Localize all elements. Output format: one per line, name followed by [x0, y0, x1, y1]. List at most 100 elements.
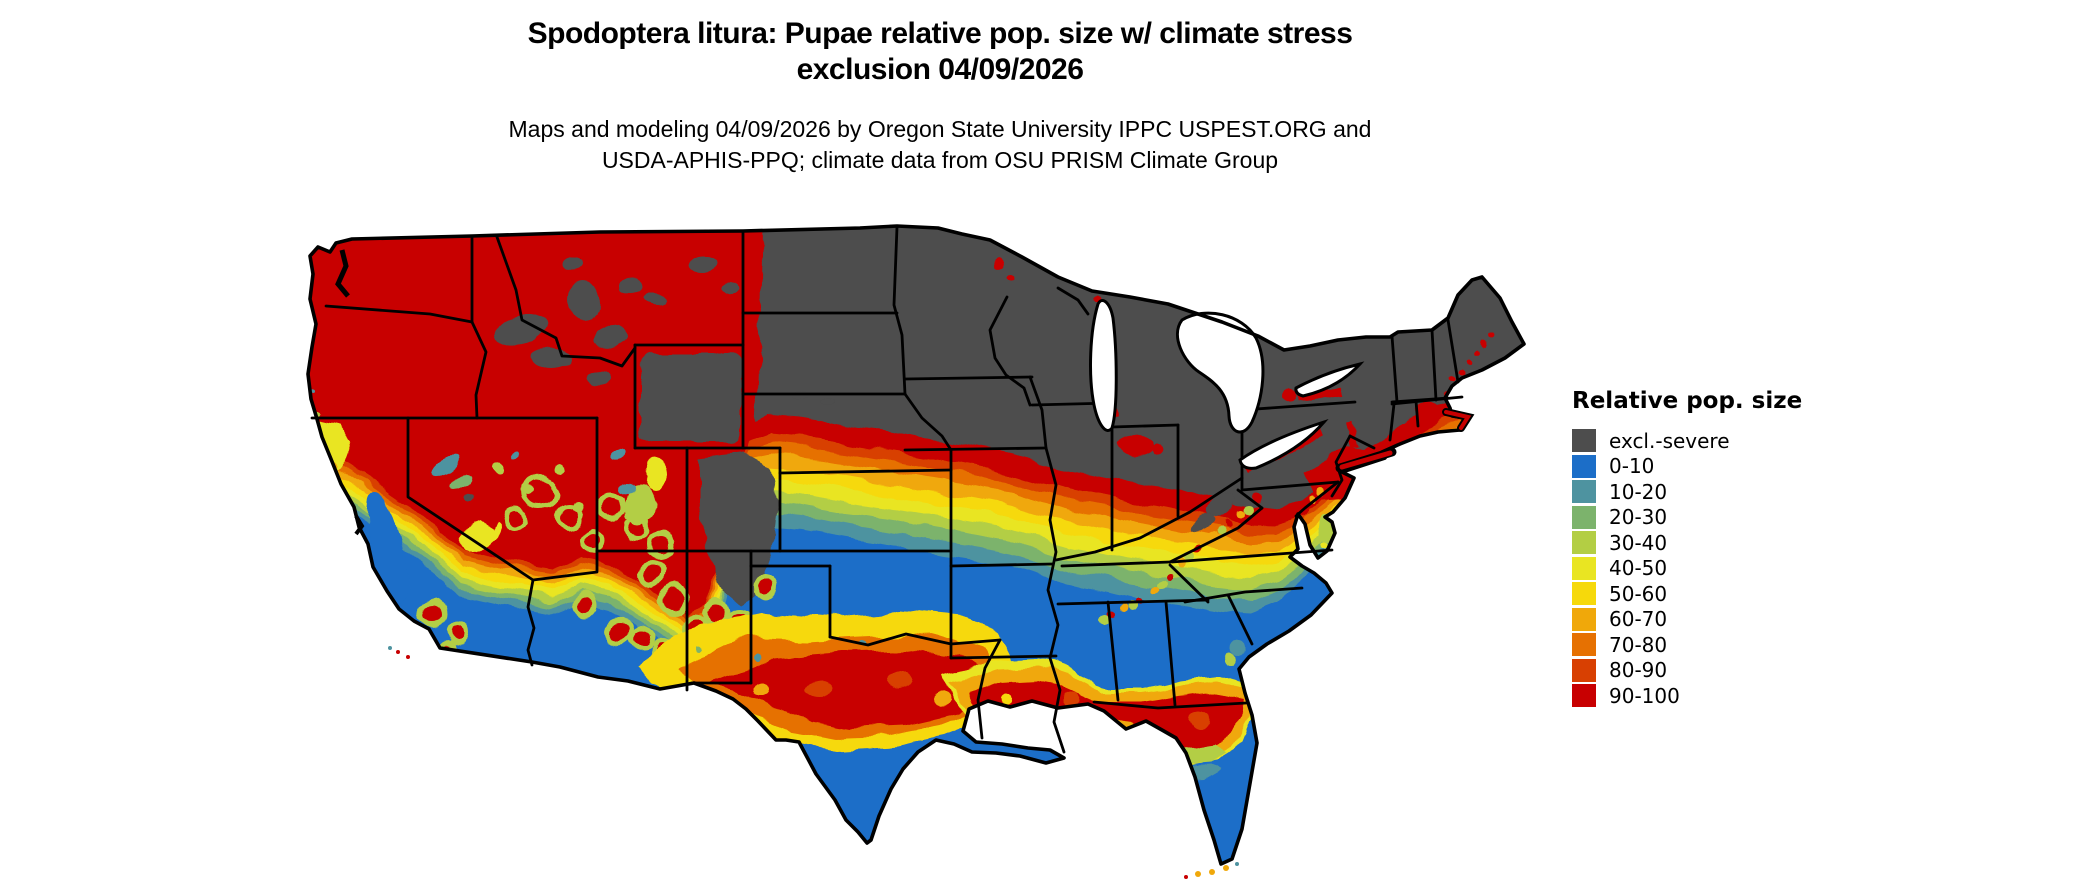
- nv-speck: [511, 451, 519, 459]
- florida-keys: [1209, 869, 1215, 875]
- zone-sierra-crest: [449, 474, 471, 490]
- legend-title: Relative pop. size: [1572, 388, 1803, 414]
- legend-entry: 0-10: [1572, 454, 1872, 478]
- legend-entry: 80-90: [1572, 658, 1872, 682]
- channel-islands: [388, 646, 392, 650]
- legend: Relative pop. size excl.-severe 0-10 10-20…: [1572, 388, 1872, 710]
- zone-layers: [308, 226, 1524, 782]
- zone-maine-coast-specks: [1444, 333, 1495, 399]
- legend-swatch: [1572, 658, 1596, 682]
- legend-entry: 60-70: [1572, 607, 1872, 631]
- florida-keys: [1235, 862, 1239, 866]
- florida-keys: [1184, 875, 1188, 879]
- legend-entry: 30-40: [1572, 531, 1872, 554]
- zone-south-michigan: [1154, 444, 1166, 456]
- legend-swatch: [1572, 454, 1596, 478]
- zone-montana-excl: [569, 281, 599, 323]
- great-salt-lake-area: [609, 446, 627, 458]
- zone-montana-excl: [645, 293, 665, 307]
- puget-sound: [335, 249, 350, 298]
- legend-entry: 10-20: [1572, 480, 1872, 503]
- zone-sierra-crest: [430, 454, 460, 476]
- florida-keys: [1195, 871, 1201, 877]
- legend-swatch: [1572, 607, 1596, 631]
- zone-montana-excl: [593, 324, 627, 348]
- cape-cod: [1444, 410, 1472, 430]
- lake-erie: [1238, 418, 1329, 470]
- zone-gulf-core: [1190, 710, 1210, 730]
- zone-badlands-excl: [821, 398, 835, 406]
- zone-duluth-speck: [995, 257, 1005, 267]
- san-francisco-bay: [354, 514, 365, 536]
- us-map-svg: [306, 224, 1526, 879]
- legend-swatch: [1572, 505, 1596, 529]
- zone-texas-core: [752, 682, 768, 698]
- legend-label: 90-100: [1609, 683, 1680, 708]
- zone-texas-core: [712, 650, 988, 728]
- nv-speck: [525, 485, 535, 495]
- zone-wv-excl: [1207, 494, 1237, 518]
- legend-entries: excl.-severe 0-10 10-20 20-30 30-40 40-50 50-6…: [1572, 429, 1872, 707]
- zone-utah-mid: [643, 459, 667, 491]
- legend-entry: 70-80: [1572, 633, 1872, 656]
- zone-south-michigan: [1116, 435, 1156, 457]
- nv-speck: [494, 464, 506, 476]
- channel-islands: [406, 655, 410, 659]
- zone-idaho-excl: [532, 345, 572, 367]
- zone-idaho-excl: [588, 372, 612, 388]
- zone-badlands-excl: [791, 391, 809, 401]
- legend-swatch: [1572, 556, 1596, 580]
- zone-savannah: [1232, 642, 1248, 658]
- title-line-2: exclusion 04/09/2026: [796, 53, 1084, 86]
- title-line-1: Spodoptera litura: Pupae relative pop. s…: [527, 17, 1353, 50]
- zone-utah-mid: [620, 483, 636, 493]
- zone-savannah: [1224, 654, 1236, 666]
- legend-swatch: [1572, 633, 1596, 656]
- legend-entry: 90-100: [1572, 684, 1872, 707]
- legend-swatch: [1572, 531, 1596, 554]
- coast-speck: [313, 428, 317, 432]
- zone-hudson-valley: [1349, 419, 1361, 449]
- legend-swatch: [1572, 480, 1596, 503]
- zone-central-valley: [369, 491, 407, 605]
- appalachian-halos: [1101, 503, 1253, 625]
- legend-label: 70-80: [1609, 632, 1668, 657]
- zone-montana-excl: [617, 277, 643, 295]
- channel-islands: [396, 650, 400, 654]
- zone-montana-excl: [563, 255, 585, 269]
- tx-speck: [697, 647, 703, 653]
- legend-swatch: [1572, 429, 1596, 452]
- legend-label: 20-30: [1609, 505, 1668, 529]
- zone-duluth-speck: [1008, 272, 1016, 280]
- zone-wyoming-excl: [640, 352, 742, 444]
- legend-label: 50-60: [1609, 581, 1668, 606]
- lake-ontario: [1294, 361, 1365, 398]
- zone-texas-core: [888, 672, 912, 688]
- legend-label: excl.-severe: [1609, 428, 1730, 453]
- zone-rhode-island: [1420, 421, 1428, 429]
- lake-michigan: [1089, 299, 1118, 432]
- legend-swatch: [1572, 684, 1596, 707]
- legend-label: 0-10: [1609, 454, 1655, 478]
- legend-label: 10-20: [1609, 479, 1668, 504]
- legend-label: 40-50: [1609, 556, 1668, 580]
- legend-entry: 20-30: [1572, 505, 1872, 529]
- great-lakes: [1089, 299, 1365, 470]
- islands: [388, 646, 1239, 879]
- florida-keys: [1223, 865, 1229, 871]
- lake-huron: [1176, 311, 1265, 434]
- legend-label: 30-40: [1609, 530, 1668, 555]
- zone-boston-metro: [1419, 404, 1441, 420]
- zone-montana-excl: [720, 283, 740, 297]
- map-title: Spodoptera litura: Pupae relative pop. s…: [0, 16, 1880, 88]
- state-borders: [310, 225, 1464, 754]
- zone-ontario-shore: [1283, 389, 1297, 403]
- legend-entry: excl.-severe: [1572, 429, 1872, 452]
- subtitle-line-1: Maps and modeling 04/09/2026 by Oregon S…: [508, 116, 1372, 142]
- nv-speck: [569, 499, 581, 511]
- tx-speck: [751, 654, 759, 662]
- zone-utah-mid: [626, 485, 654, 525]
- legend-label: 80-90: [1609, 658, 1668, 682]
- zone-sierra-excl: [465, 495, 475, 505]
- zone-delmarva: [1320, 541, 1328, 549]
